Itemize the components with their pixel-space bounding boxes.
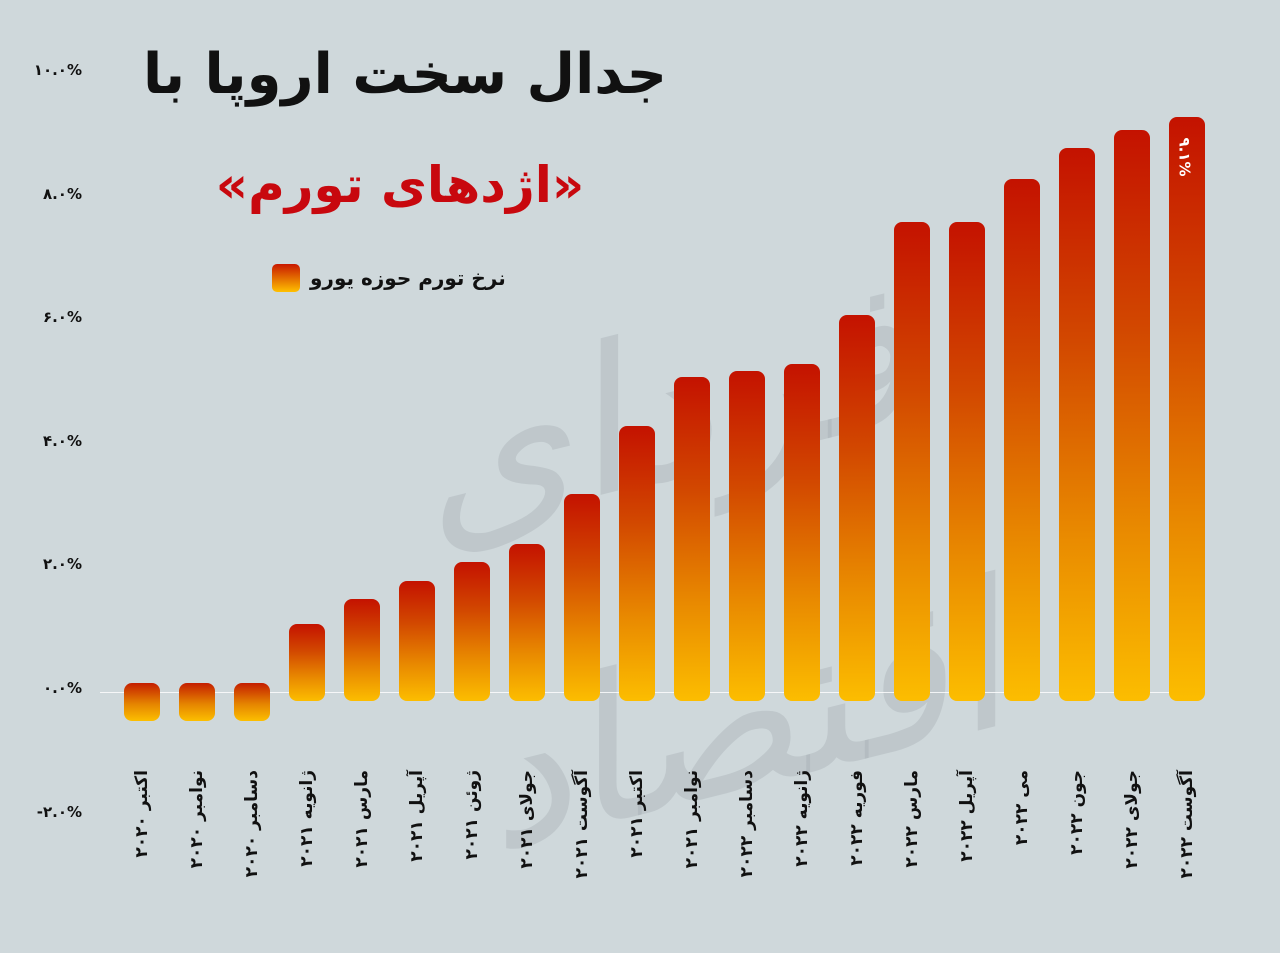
legend: نرخ تورم حوزه یورو <box>272 262 506 294</box>
x-tick-label: مارس ۲۰۲۲ <box>902 770 922 868</box>
x-tick-label: آگوست ۲۰۲۲ <box>1177 770 1197 879</box>
bar <box>784 364 820 701</box>
x-tick-label: آگوست ۲۰۲۱ <box>572 770 592 879</box>
bar <box>564 494 600 701</box>
bar <box>179 683 215 721</box>
x-tick-label: اکتبر ۲۰۲۱ <box>627 770 647 858</box>
chart-title: جدال سخت اروپا با <box>142 42 668 107</box>
legend-label: نرخ تورم حوزه یورو <box>310 266 506 290</box>
chart-subtitle: «اژدهای تورم» <box>215 156 585 214</box>
x-tick-label: آپریل ۲۰۲۲ <box>957 770 977 862</box>
x-tick-label: می ۲۰۲۲ <box>1012 770 1032 846</box>
y-tick-label: ۲.۰% <box>42 555 82 574</box>
x-tick-label: دسامبر ۲۰۲۰ <box>242 770 262 878</box>
bar <box>894 222 930 701</box>
bar <box>674 376 710 701</box>
x-tick-label: جون ۲۰۲۲ <box>1067 770 1087 855</box>
inflation-bar-chart: فردای اقتصاد جدال سخت اروپا با «اژدهای ت… <box>33 42 1205 898</box>
y-tick-label: ۴.۰% <box>42 431 82 450</box>
bar <box>399 580 435 701</box>
x-tick-label: مارس ۲۰۲۱ <box>352 770 372 868</box>
bar <box>344 599 380 701</box>
x-tick-label: ژوئن ۲۰۲۱ <box>462 770 482 860</box>
x-tick-label: فوریه ۲۰۲۲ <box>847 770 867 866</box>
bar <box>289 624 325 701</box>
x-tick-label: نوامبر ۲۰۲۱ <box>682 770 702 869</box>
bar <box>1004 179 1040 701</box>
y-tick-label: ۱۰.۰% <box>33 61 82 79</box>
legend-swatch-icon <box>272 264 300 292</box>
bar <box>454 562 490 701</box>
bar <box>124 683 160 721</box>
x-tick-label: نوامبر ۲۰۲۰ <box>187 770 207 869</box>
bar <box>1114 129 1150 701</box>
x-tick-label: دسامبر ۲۰۲۲ <box>737 770 757 878</box>
y-tick-label: -۲.۰% <box>36 802 82 821</box>
bar <box>729 370 765 701</box>
x-tick-label: آپریل ۲۰۲۱ <box>407 770 427 862</box>
y-tick-label: ۶.۰% <box>42 308 82 327</box>
bar <box>839 315 875 701</box>
bar <box>509 543 545 701</box>
value-label: ۹.۱% <box>1175 137 1194 177</box>
bar <box>234 683 270 721</box>
x-tick-label: ژانویه ۲۰۲۱ <box>297 770 317 867</box>
y-tick-label: ۰.۰% <box>42 679 82 697</box>
bar <box>949 222 985 701</box>
x-tick-label: ژانویه ۲۰۲۲ <box>792 770 812 867</box>
bar <box>619 426 655 701</box>
y-tick-label: ۸.۰% <box>42 184 82 203</box>
x-tick-label: اکتبر ۲۰۲۰ <box>132 770 152 858</box>
x-tick-label: جولای ۲۰۲۲ <box>1122 770 1142 869</box>
bar <box>1169 117 1205 701</box>
bar <box>1059 148 1095 701</box>
x-tick-label: جولای ۲۰۲۱ <box>517 770 537 869</box>
